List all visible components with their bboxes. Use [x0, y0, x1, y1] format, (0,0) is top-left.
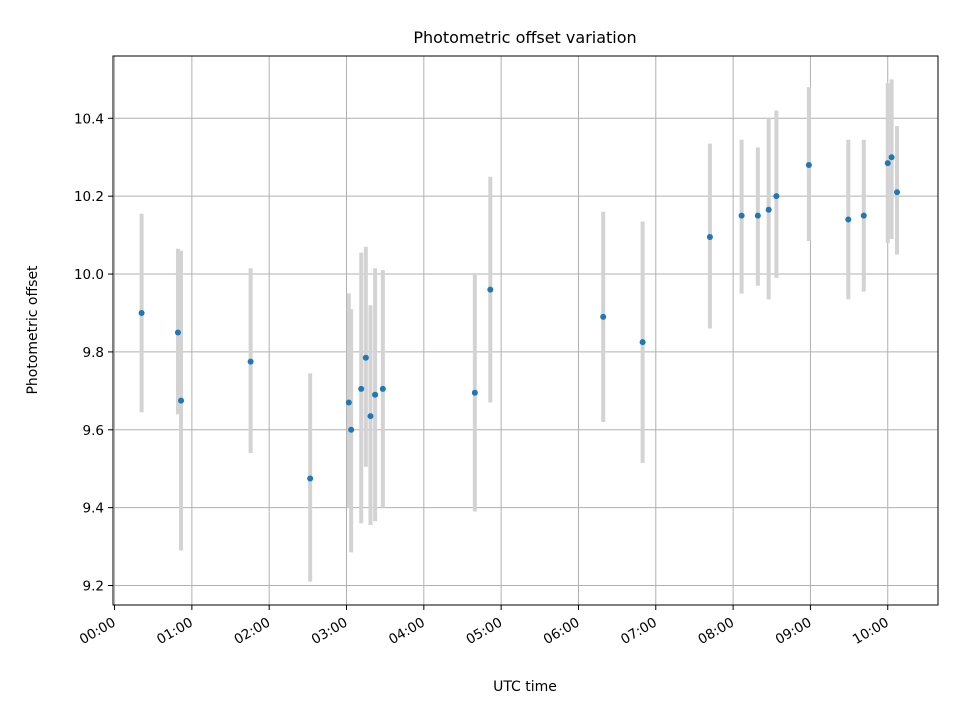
data-point	[178, 397, 185, 404]
x-tick-label: 02:00	[231, 615, 273, 648]
x-tick-label: 00:00	[77, 615, 119, 648]
data-point	[307, 475, 314, 482]
x-axis-label: UTC time	[493, 679, 557, 695]
data-point	[379, 385, 386, 392]
data-point	[471, 389, 478, 396]
data-point	[894, 189, 901, 196]
y-tick-label: 9.6	[83, 423, 104, 439]
data-point	[884, 160, 891, 167]
x-tick-label: 04:00	[386, 615, 428, 648]
y-axis-label: Photometric offset	[25, 265, 41, 395]
x-tick-label: 01:00	[154, 615, 196, 648]
chart-title: Photometric offset variation	[413, 28, 636, 47]
y-tick-label: 10.0	[74, 267, 104, 283]
data-point	[367, 413, 374, 420]
error-bars	[139, 79, 900, 582]
y-tick-label: 9.8	[83, 345, 104, 361]
data-point	[765, 206, 772, 213]
data-point	[487, 286, 494, 293]
data-point	[706, 234, 713, 241]
data-point	[600, 313, 607, 320]
plot-frame	[112, 55, 939, 606]
y-tick-label: 9.4	[83, 501, 104, 517]
y-tick-label: 10.2	[74, 189, 104, 205]
data-point	[888, 154, 895, 161]
x-axis: 00:00 01:00 02:00 03:00 04:00 05:00 06:00 07:00…	[77, 605, 892, 648]
data-point	[358, 385, 365, 392]
x-tick-label: 07:00	[618, 615, 660, 648]
data-point	[372, 391, 379, 398]
x-tick-label: 03:00	[309, 615, 351, 648]
data-point	[345, 399, 352, 406]
x-tick-label: 05:00	[463, 615, 505, 648]
y-tick-label: 10.4	[74, 111, 104, 127]
data-point	[860, 212, 867, 219]
grid	[113, 56, 938, 605]
x-tick-label: 06:00	[541, 615, 583, 648]
x-tick-label: 10:00	[850, 615, 892, 648]
data-point	[138, 309, 145, 316]
x-tick-label: 08:00	[695, 615, 737, 648]
data-point	[639, 339, 646, 346]
data-point	[754, 212, 761, 219]
y-tick-label: 9.2	[83, 579, 104, 595]
data-point	[174, 329, 181, 336]
data-point	[738, 212, 745, 219]
data-point	[247, 358, 254, 365]
x-tick-label: 09:00	[773, 615, 815, 648]
data-points	[138, 154, 901, 482]
data-point	[348, 426, 355, 433]
data-point	[362, 354, 369, 361]
data-point	[845, 216, 852, 223]
data-point	[805, 162, 812, 169]
data-point	[773, 193, 780, 200]
y-axis: 9.2 9.4 9.6 9.8 10.0 10.2 10.4	[74, 111, 113, 595]
